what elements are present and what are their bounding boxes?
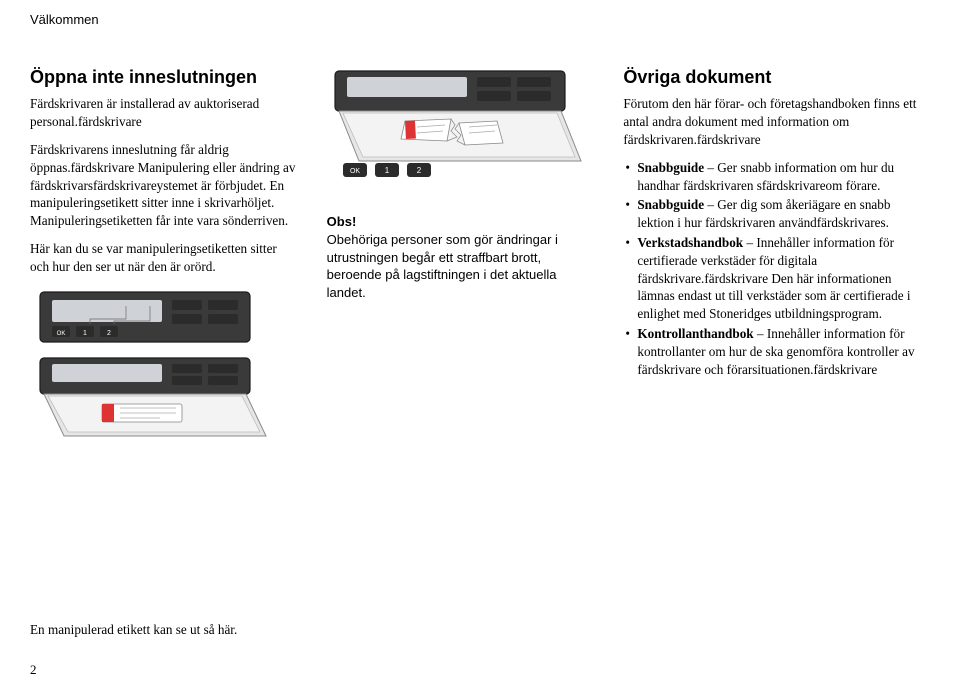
footer-caption: En manipulerad etikett kan se ut så här.: [30, 622, 930, 638]
col1-p1: Färdskrivaren är installerad av auktoris…: [30, 95, 297, 131]
document-list: Snabbguide – Ger snabb information om hu…: [623, 159, 930, 379]
obs-block: Obs! Obehöriga personer som gör ändringa…: [327, 213, 594, 302]
svg-text:1: 1: [384, 166, 389, 175]
obs-body: Obehöriga personer som gör ändringar i u…: [327, 232, 558, 300]
footer: En manipulerad etikett kan se ut så här.…: [30, 622, 930, 678]
column-3: Övriga dokument Förutom den här förar- o…: [623, 65, 930, 464]
col3-intro: Förutom den här förar- och företagshandb…: [623, 95, 930, 148]
column-1: Öppna inte inneslutningen Färdskrivaren …: [30, 65, 297, 464]
document-list-item-title: Verkstadshandbok: [637, 235, 743, 250]
col1-p3: Här kan du se var manipuleringsetiketten…: [30, 240, 297, 276]
svg-text:2: 2: [416, 166, 421, 175]
page-header: Välkommen: [30, 12, 930, 27]
svg-text:1: 1: [83, 330, 87, 337]
document-list-item: Verkstadshandbok – Innehåller informatio…: [625, 234, 930, 323]
document-list-item-title: Kontrollanthandbok: [637, 326, 753, 341]
section-heading-1: Öppna inte inneslutningen: [30, 65, 297, 89]
section-heading-2: Övriga dokument: [623, 65, 930, 89]
obs-heading: Obs!: [327, 214, 357, 229]
col1-p2: Färdskrivarens inneslutning får aldrig ö…: [30, 141, 297, 230]
svg-text:OK: OK: [350, 168, 360, 175]
document-list-item: Snabbguide – Ger snabb information om hu…: [625, 159, 930, 195]
svg-text:2: 2: [107, 330, 111, 337]
document-list-item: Snabbguide – Ger dig som åkeriägare en s…: [625, 196, 930, 232]
svg-text:OK: OK: [57, 331, 66, 337]
document-list-item-title: Snabbguide: [637, 197, 704, 212]
document-list-item: Kontrollanthandbok – Innehåller informat…: [625, 325, 930, 378]
page-number: 2: [30, 662, 930, 678]
content-columns: Öppna inte inneslutningen Färdskrivaren …: [30, 65, 930, 464]
document-list-item-title: Snabbguide: [637, 160, 704, 175]
tachograph-intact-figure: OK 1 2: [30, 286, 297, 446]
column-2: OK 1 2 Obs! Obehöriga personer som gör ä…: [327, 65, 594, 464]
tachograph-tampered-figure: OK 1 2: [327, 65, 594, 195]
